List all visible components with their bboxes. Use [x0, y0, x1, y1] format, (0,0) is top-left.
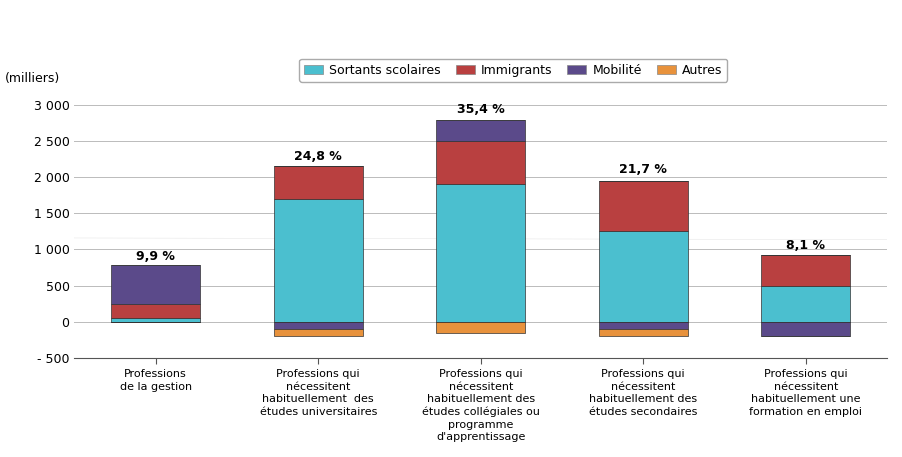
Bar — [599, 322, 688, 329]
Bar — [111, 304, 200, 319]
Text: 21,7 %: 21,7 % — [620, 163, 667, 176]
Text: 24,8 %: 24,8 % — [294, 149, 342, 163]
Text: 9,9 %: 9,9 % — [136, 250, 175, 262]
Bar — [761, 286, 851, 322]
Bar — [273, 329, 363, 336]
Legend: Sortants scolaires, Immigrants, Mobilité, Autres: Sortants scolaires, Immigrants, Mobilité… — [299, 58, 727, 82]
Text: (milliers): (milliers) — [5, 72, 60, 85]
Bar — [599, 231, 688, 322]
Bar — [436, 121, 525, 141]
Bar — [436, 322, 525, 333]
Bar — [111, 319, 200, 322]
Text: 35,4 %: 35,4 % — [456, 103, 504, 116]
Bar — [273, 166, 363, 199]
Bar — [111, 266, 200, 304]
Bar — [761, 322, 851, 336]
Bar — [436, 141, 525, 184]
Bar — [273, 322, 363, 329]
Bar — [273, 199, 363, 322]
Bar — [436, 184, 525, 322]
Bar — [761, 255, 851, 286]
Bar — [599, 181, 688, 231]
Bar — [599, 329, 688, 336]
Text: 8,1 %: 8,1 % — [787, 239, 825, 252]
Ellipse shape — [0, 143, 902, 335]
